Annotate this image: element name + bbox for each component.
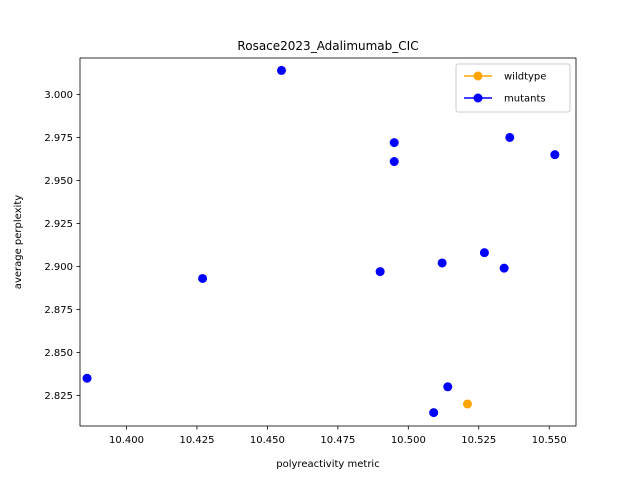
y-tick-label: 2.925 bbox=[44, 219, 73, 230]
mutants-point bbox=[505, 132, 515, 142]
y-axis-label: average perplexity bbox=[13, 195, 24, 289]
mutants-point bbox=[277, 65, 286, 75]
y-tick-label: 2.825 bbox=[44, 391, 73, 402]
plot-background bbox=[80, 58, 576, 426]
wildtype-point bbox=[463, 399, 472, 409]
mutants-point bbox=[443, 382, 453, 392]
y-axis: 2.825 2.850 2.875 2.900 2.925 2.950 2.975 3.000 bbox=[44, 90, 80, 402]
mutants-point bbox=[479, 248, 489, 258]
x-axis-label: polyreactivity metric bbox=[276, 459, 379, 470]
data-points bbox=[82, 65, 560, 418]
x-tick-label: 10.525 bbox=[461, 435, 496, 446]
mutants-point bbox=[82, 373, 92, 383]
y-tick-label: 2.850 bbox=[44, 348, 73, 359]
mutants-point bbox=[499, 263, 509, 273]
mutants-point bbox=[198, 273, 208, 283]
legend-label-mutants: mutants bbox=[504, 94, 546, 105]
x-tick-label: 10.550 bbox=[532, 435, 567, 446]
x-tick-label: 10.425 bbox=[179, 435, 214, 446]
x-axis: 10.400 10.425 10.450 10.475 10.500 10.525 10.5… bbox=[109, 426, 567, 446]
x-tick-label: 10.450 bbox=[250, 435, 285, 446]
plot-frame bbox=[79, 57, 577, 427]
chart-title: Rosace2023_Adalimumab_CIC bbox=[237, 39, 418, 53]
mutants-point bbox=[389, 138, 399, 148]
plot-area bbox=[80, 58, 576, 426]
x-tick-label: 10.500 bbox=[391, 435, 426, 446]
x-tick-label: 10.400 bbox=[109, 435, 144, 446]
x-tick-label: 10.475 bbox=[320, 435, 355, 446]
legend-marker-mutants bbox=[473, 93, 483, 103]
y-tick-label: 2.900 bbox=[44, 262, 73, 273]
mutants-point bbox=[429, 408, 439, 418]
legend-label-wildtype: wildtype bbox=[504, 72, 546, 83]
y-tick-label: 3.000 bbox=[44, 90, 73, 101]
mutants-point bbox=[550, 150, 560, 160]
y-tick-label: 2.950 bbox=[44, 176, 73, 187]
mutants-point bbox=[375, 267, 385, 277]
legend: wildtype mutants bbox=[455, 63, 571, 113]
y-tick-label: 2.875 bbox=[44, 305, 73, 316]
mutants-point bbox=[389, 157, 399, 167]
y-tick-label: 2.975 bbox=[44, 133, 73, 144]
mutants-point bbox=[437, 258, 447, 268]
legend-marker-wildtype bbox=[473, 71, 483, 81]
